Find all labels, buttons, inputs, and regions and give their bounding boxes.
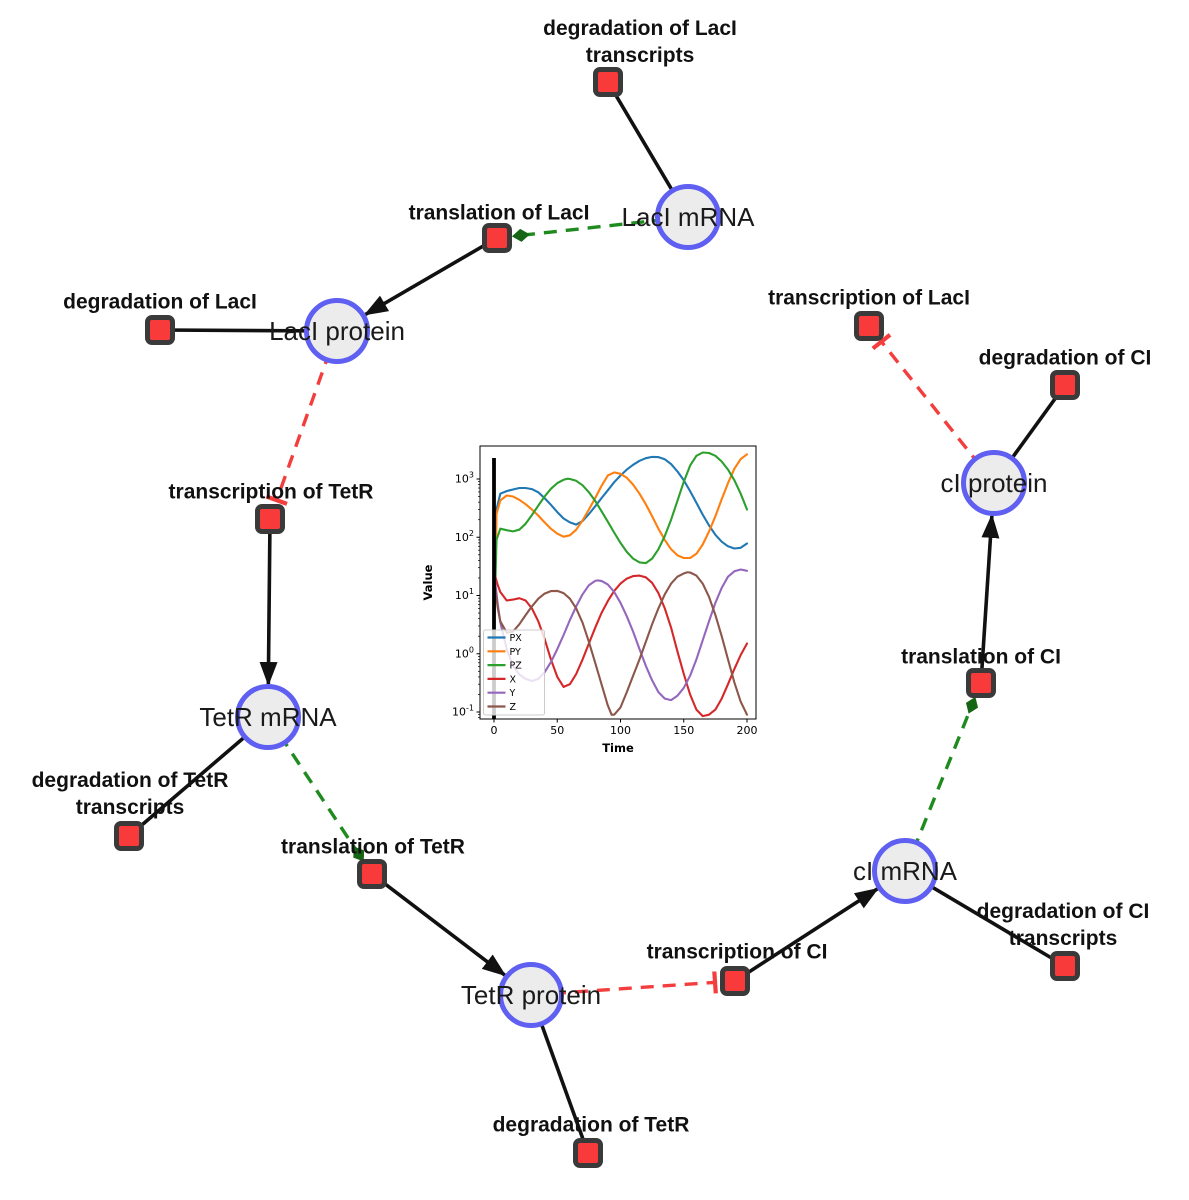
species-node-tetr_mrna[interactable]	[235, 684, 301, 750]
legend-label-Y: Y	[509, 688, 516, 699]
series-PX	[492, 455, 749, 638]
legend-label-PZ: PZ	[510, 661, 523, 672]
edge-production-transl_laci-laci_prot	[363, 236, 498, 316]
reaction-node-deg_tetr[interactable]	[573, 1138, 603, 1168]
edge-production-transl_ci-ci_prot	[979, 513, 1000, 684]
series-PY	[492, 453, 749, 638]
reaction-node-txn_ci[interactable]	[720, 966, 750, 996]
y-tick-label: 10-1	[452, 704, 474, 719]
edge-production-transl_tetr-tetr_prot	[370, 872, 507, 977]
y-tick-label: 101	[455, 587, 474, 602]
legend-label-Z: Z	[510, 702, 517, 713]
species-node-ci_prot[interactable]	[961, 450, 1027, 516]
legend-label-PX: PX	[510, 633, 523, 644]
y-axis-label: Value	[421, 564, 435, 600]
x-tick-label: 150	[673, 724, 694, 737]
species-node-laci_mrna[interactable]	[655, 184, 721, 250]
y-tick-label: 102	[455, 529, 474, 544]
legend-label-X: X	[510, 674, 517, 685]
edge-production-txn_tetr-tetr_mrna	[259, 518, 278, 687]
reaction-node-transl_ci[interactable]	[966, 668, 996, 698]
series-Z	[492, 571, 749, 716]
reaction-node-deg_ci[interactable]	[1050, 370, 1080, 400]
x-tick-label: 0	[491, 724, 498, 737]
x-axis-label: Time	[602, 741, 634, 755]
y-tick-label: 103	[455, 471, 474, 486]
y-tick-label: 100	[455, 645, 474, 660]
series-PZ	[492, 451, 749, 638]
chart-axes-box	[479, 445, 757, 720]
reaction-node-deg_ci_tx[interactable]	[1050, 951, 1080, 981]
x-tick-label: 50	[550, 724, 564, 737]
reaction-node-deg_tetr_tx[interactable]	[114, 821, 144, 851]
chart-legend: PX PY PZ XYZ	[483, 629, 545, 716]
reaction-node-txn_tetr[interactable]	[255, 504, 285, 534]
reaction-node-deg_laci[interactable]	[145, 315, 175, 345]
species-node-laci_prot[interactable]	[304, 298, 370, 364]
reaction-node-deg_laci_tx[interactable]	[593, 67, 623, 97]
edge-production-txn_ci-ci_mrna	[734, 887, 879, 983]
inset-chart: 0 50 100 150 200Time10-1100101102103ValuePXP…	[412, 436, 768, 762]
species-node-ci_mrna[interactable]	[872, 838, 938, 904]
x-tick-label: 200	[737, 724, 758, 737]
species-node-tetr_prot[interactable]	[498, 962, 564, 1028]
x-tick-label: 100	[610, 724, 631, 737]
reaction-node-transl_tetr[interactable]	[357, 859, 387, 889]
legend-label-PY: PY	[510, 647, 522, 658]
reaction-node-txn_laci[interactable]	[854, 311, 884, 341]
reaction-node-transl_laci[interactable]	[482, 223, 512, 253]
